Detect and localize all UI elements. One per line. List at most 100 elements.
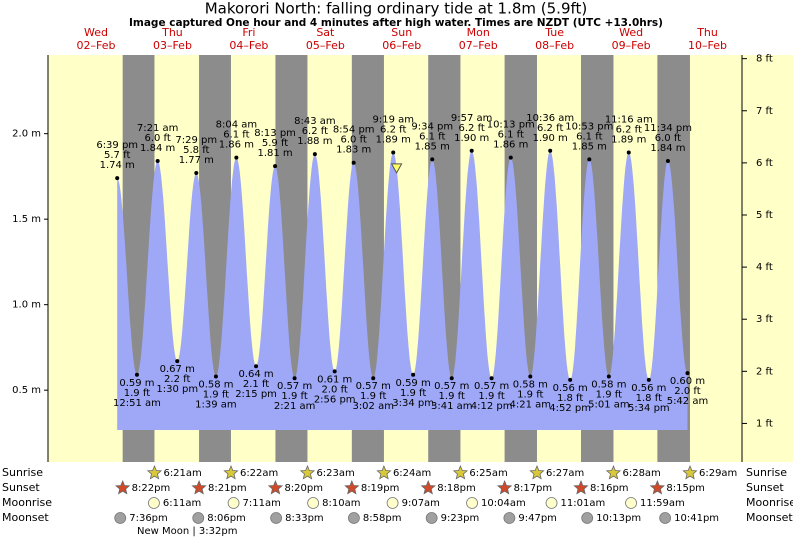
chart-subtitle: Image captured One hour and 4 minutes af… (129, 17, 663, 29)
tide-label: 4:52 pm (549, 403, 591, 414)
tide-label: 8:13 pm (254, 128, 296, 139)
moon-icon (148, 497, 160, 509)
tide-label: 6.2 ft (537, 123, 563, 134)
sun-icon (496, 479, 513, 495)
row-time: 6:27am (546, 468, 584, 479)
tide-label: 1.9 ft (400, 388, 426, 399)
tide-label: 1.88 m (297, 136, 332, 147)
tide-label: 3:34 pm (392, 398, 434, 409)
tide-label: 1.8 ft (636, 393, 662, 404)
row-time: 6:11am (163, 498, 201, 509)
day-label: 08–Feb (535, 39, 574, 52)
current-marker (390, 163, 403, 174)
tide-label: 0.59 m (396, 378, 431, 389)
tide-label: 6.2 ft (380, 124, 406, 135)
tide-point (685, 371, 690, 376)
tide-point (568, 377, 573, 382)
row-label: Moonset (746, 511, 793, 524)
day-label: Fri (242, 26, 255, 39)
tide-label: 12:51 am (113, 398, 161, 409)
tide-label: 0.61 m (317, 374, 352, 385)
tide-point (115, 176, 120, 181)
day-label: Thu (696, 26, 718, 39)
day-label: 07–Feb (459, 39, 498, 52)
sun-icon (114, 479, 131, 495)
y-tick-label: 1.5 m (12, 214, 41, 225)
y2-tick-label: 4 ft (756, 262, 773, 273)
tide-label: 1.81 m (257, 148, 292, 159)
tide-point (528, 374, 533, 379)
row-label: Sunrise (2, 466, 43, 479)
tide-label: 3:41 am (431, 401, 473, 412)
row-time: 9:23pm (441, 513, 480, 524)
tide-label: 0.57 m (356, 381, 391, 392)
moon-icon (581, 512, 594, 524)
day-label: Sat (316, 26, 335, 39)
day-label: Thu (161, 26, 183, 39)
tide-label: 5:34 pm (628, 403, 670, 414)
tide-label: 8:43 am (294, 116, 336, 127)
tide-label: 1.84 m (650, 143, 685, 154)
tide-label: 4:21 am (510, 399, 552, 410)
row-label: Sunset (746, 481, 784, 494)
tide-label: 0.64 m (238, 369, 273, 380)
sun-icon (605, 464, 622, 480)
tide-label: 8:04 am (216, 120, 258, 131)
tide-label: 1.90 m (454, 133, 489, 144)
tide-label: 1.9 ft (439, 391, 465, 402)
moon-icon (425, 512, 438, 524)
tide-point (587, 157, 592, 162)
row-time: 6:24am (393, 468, 431, 479)
tide-label: 6.0 ft (341, 135, 367, 146)
row-time: 11:01am (561, 498, 606, 509)
tide-label: 6.0 ft (655, 133, 681, 144)
tide-label: 0.57 m (474, 381, 509, 392)
tide-label: 1.90 m (533, 133, 568, 144)
tide-label: 7:29 pm (175, 135, 217, 146)
tide-label: 1.89 m (376, 134, 411, 145)
tide-point (254, 364, 259, 369)
row-time: 8:18pm (437, 483, 476, 494)
tide-label: 1.83 m (336, 145, 371, 156)
tide-label: 6.1 ft (419, 131, 445, 142)
row-time: 6:21am (163, 468, 201, 479)
tide-label: 1.77 m (179, 155, 214, 166)
tide-point (351, 160, 356, 165)
y2-tick-label: 3 ft (756, 314, 773, 325)
row-time: 6:25am (469, 468, 507, 479)
row-label: Sunset (2, 481, 40, 494)
row-time: 8:22pm (132, 483, 171, 494)
tide-label: 1.9 ft (478, 391, 504, 402)
sun-icon (452, 464, 469, 480)
tide-label: 1.9 ft (124, 388, 150, 399)
tide-label: 1.85 m (415, 141, 450, 152)
tide-label: 11:16 am (605, 114, 653, 125)
tide-point (665, 159, 670, 164)
tide-label: 6.1 ft (223, 130, 249, 141)
moon-phase: New Moon | 3:32pm (137, 526, 237, 537)
moon-icon (114, 512, 127, 524)
tide-point (332, 369, 337, 374)
tide-label: 6.2 ft (616, 124, 642, 135)
y2-tick-label: 7 ft (756, 106, 773, 117)
tide-label: 6.2 ft (302, 126, 328, 137)
tide-label: 1:39 am (195, 399, 237, 410)
moon-icon (503, 512, 516, 524)
row-time: 11:59am (640, 498, 685, 509)
moon-icon (307, 497, 320, 509)
tide-label: 0.59 m (119, 378, 154, 389)
y2-tick-label: 1 ft (756, 418, 773, 429)
moon-icon (386, 497, 399, 509)
y-tick-label: 2.0 m (12, 129, 41, 140)
moon-icon (270, 512, 283, 524)
tide-label: 10:53 pm (565, 121, 613, 132)
row-time: 8:21pm (208, 483, 247, 494)
y2-tick-label: 2 ft (756, 366, 773, 377)
tide-point (194, 170, 199, 175)
row-time: 10:41pm (674, 513, 719, 524)
moon-icon (347, 512, 360, 524)
tide-label: 6.0 ft (144, 133, 170, 144)
row-label: Sunrise (746, 466, 787, 479)
